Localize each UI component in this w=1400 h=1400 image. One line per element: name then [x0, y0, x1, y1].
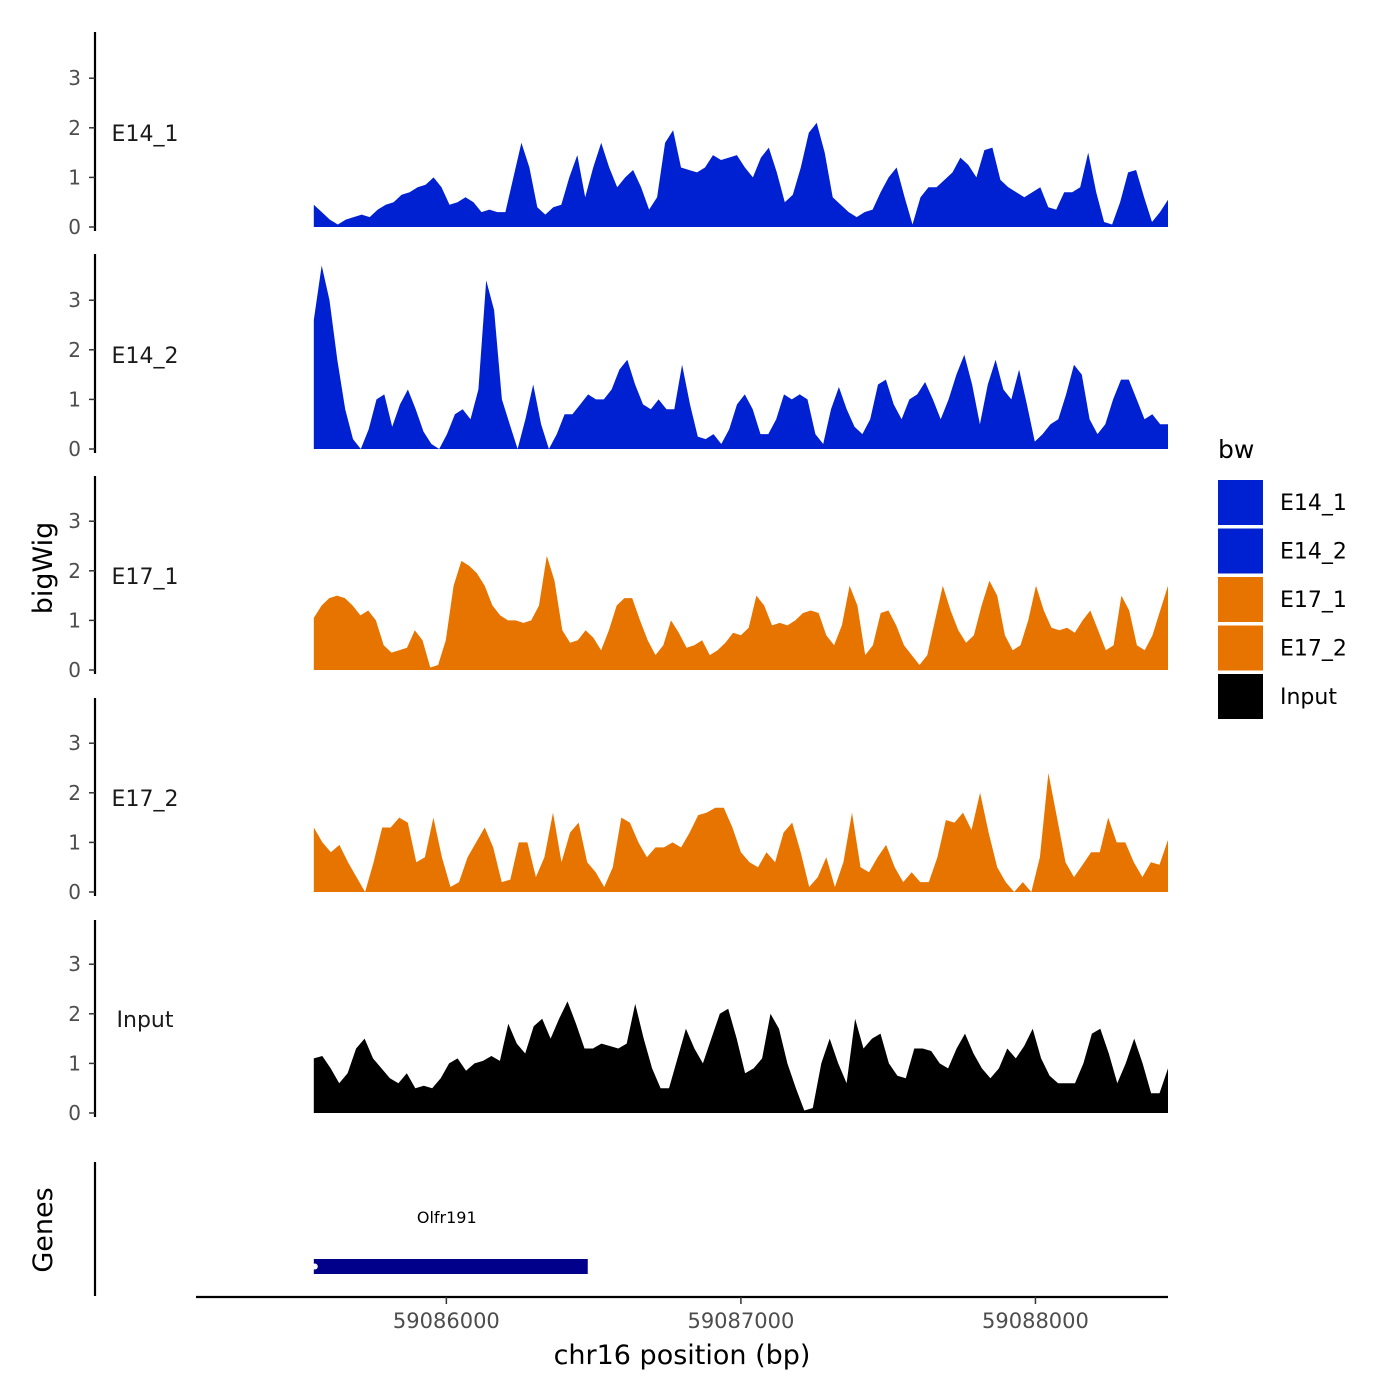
legend: bw E14_1 E14_2 E17_1 E17_2 Input [1218, 435, 1347, 719]
legend-swatch [1218, 577, 1263, 622]
y-tick-label: 3 [68, 509, 81, 533]
track-label: E14_1 [112, 122, 179, 147]
y-tick-label: 1 [68, 165, 81, 189]
track-label: E17_2 [112, 787, 179, 812]
y-axis-title: bigWig [28, 522, 59, 615]
legend-label: E17_1 [1280, 588, 1347, 613]
gene-body [313, 1259, 588, 1274]
track-label: Input [117, 1008, 174, 1033]
genes-axis-title: Genes [28, 1187, 59, 1272]
legend-title: bw [1218, 435, 1254, 464]
y-tick-label: 1 [68, 830, 81, 854]
legend-swatch [1218, 674, 1263, 719]
y-tick-label: 2 [68, 559, 81, 583]
signal-area-input [313, 1001, 1168, 1113]
y-tick-label: 1 [68, 608, 81, 632]
y-tick-label: 2 [68, 781, 81, 805]
signal-area-e14-2 [313, 265, 1168, 449]
legend-label: E14_2 [1280, 540, 1347, 565]
x-tick-label: 59087000 [687, 1309, 794, 1333]
x-tick-label: 59088000 [982, 1309, 1089, 1333]
y-tick-label: 0 [68, 437, 81, 461]
track-panel-e14-1: 0 1 2 3 E14_1 [68, 32, 1168, 239]
y-tick-label: 3 [68, 952, 81, 976]
y-tick-label: 1 [68, 1051, 81, 1075]
legend-swatch [1218, 528, 1263, 574]
legend-label: E14_1 [1280, 491, 1347, 516]
track-label: E14_2 [112, 344, 179, 369]
x-axis-title: chr16 position (bp) [554, 1340, 811, 1371]
legend-label: Input [1280, 685, 1337, 710]
signal-area-e14-1 [313, 122, 1168, 227]
gene-strand-marker [311, 1263, 318, 1270]
y-tick-label: 3 [68, 731, 81, 755]
y-tick-label: 0 [68, 880, 81, 904]
legend-swatch [1218, 625, 1263, 671]
track-label: E17_1 [112, 565, 179, 590]
y-tick-label: 0 [68, 215, 81, 239]
y-tick-label: 2 [68, 116, 81, 140]
y-tick-label: 2 [68, 1002, 81, 1026]
y-tick-label: 0 [68, 658, 81, 682]
y-tick-label: 0 [68, 1101, 81, 1125]
track-panel-e17-2: 0 1 2 3 E17_2 [68, 698, 1168, 904]
x-axis: 59086000 59087000 59088000 [196, 1295, 1168, 1333]
track-panel-e17-1: 0 1 2 3 E17_1 [68, 476, 1168, 682]
gene-label: Olfr191 [417, 1208, 477, 1227]
x-tick-label: 59086000 [393, 1309, 500, 1333]
signal-area-e17-1 [313, 555, 1168, 670]
legend-swatch [1218, 480, 1263, 525]
track-panels: 0 1 2 3 E14_1 0 1 2 3 E14_2 0 1 2 3 E17_1 0 1 2 3 E17_2 0 1 2 3… [68, 32, 1168, 1125]
y-tick-label: 1 [68, 387, 81, 411]
genes-panel: Olfr191 [93, 1162, 588, 1296]
legend-label: E17_2 [1280, 637, 1347, 662]
track-panel-e14-2: 0 1 2 3 E14_2 [68, 254, 1168, 461]
y-tick-label: 3 [68, 66, 81, 90]
track-panel-input: 0 1 2 3 Input [68, 920, 1168, 1125]
y-tick-label: 3 [68, 288, 81, 312]
y-tick-label: 2 [68, 338, 81, 362]
signal-area-e17-2 [313, 773, 1168, 892]
